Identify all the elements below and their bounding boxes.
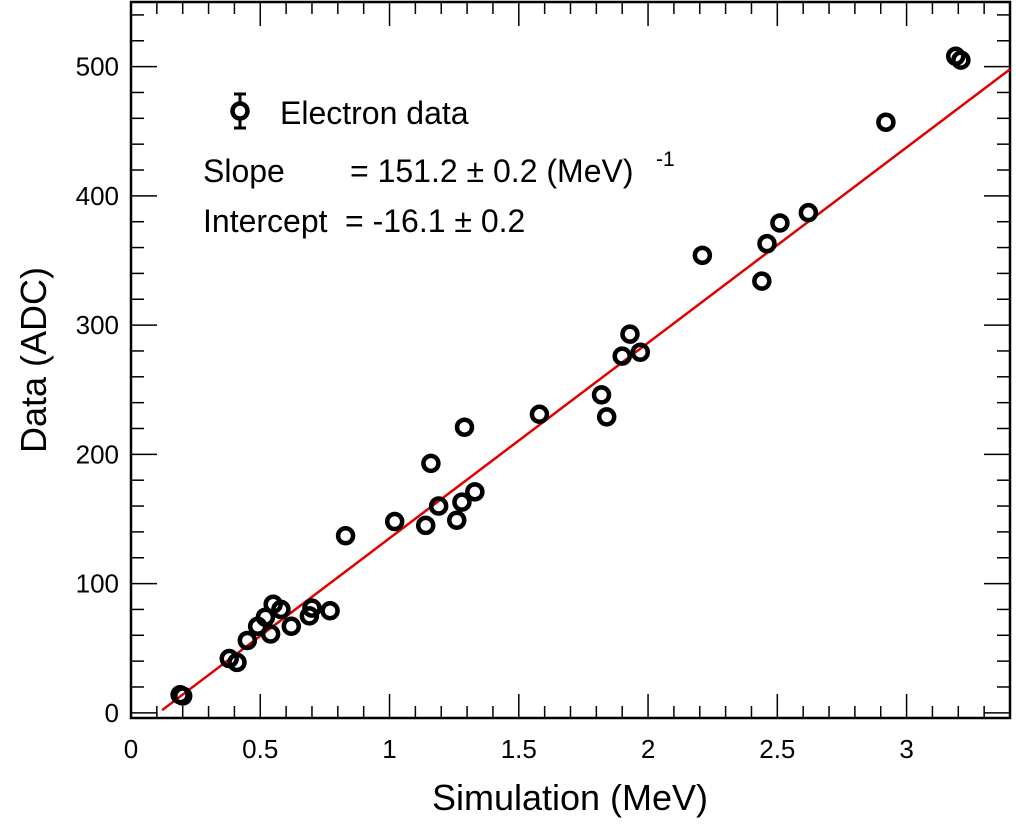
data-point	[798, 202, 819, 223]
data-point	[237, 630, 258, 651]
x-tick-label: 2.5	[759, 734, 795, 764]
data-point	[302, 598, 322, 618]
fit-line	[161, 68, 1011, 712]
data-point	[172, 686, 193, 706]
data-point	[612, 346, 632, 366]
legend-marker	[230, 92, 250, 130]
data-point	[335, 526, 356, 546]
y-tick-label: 100	[76, 569, 119, 599]
data-point	[770, 213, 790, 233]
slope-value: = 151.2 ± 0.2 (MeV)	[350, 153, 633, 189]
data-point	[384, 511, 405, 532]
intercept-value: = -16.1 ± 0.2	[345, 203, 525, 239]
data-point	[465, 482, 485, 502]
data-point	[227, 652, 247, 673]
data-point	[630, 342, 651, 362]
data-point	[260, 624, 281, 644]
data-point	[421, 453, 441, 474]
data-point	[757, 233, 777, 254]
axis-ticks: 0 0.5 1 1.5 2 2.5 3 0 100 200 300 400 500	[76, 2, 1011, 764]
y-tick-label: 400	[76, 181, 119, 211]
x-axis-label: Simulation (MeV)	[432, 777, 708, 818]
intercept-name: Intercept	[203, 203, 328, 239]
slope-exponent: -1	[656, 148, 675, 171]
data-points	[170, 46, 971, 706]
legend-label: Electron data	[280, 95, 469, 131]
legend: Electron data Slope = 151.2 ± 0.2 (MeV) …	[203, 92, 675, 239]
data-point	[620, 324, 640, 344]
data-point	[529, 404, 550, 425]
data-point	[951, 50, 971, 70]
y-tick-label: 200	[76, 439, 119, 469]
data-point	[752, 271, 772, 291]
data-point	[271, 599, 291, 620]
y-tick-label: 500	[76, 52, 119, 82]
x-tick-label: 3	[899, 734, 913, 764]
data-point	[591, 385, 612, 405]
x-tick-label: 0.5	[242, 734, 278, 764]
data-point	[876, 112, 896, 132]
x-tick-label: 1.5	[501, 734, 537, 764]
data-point	[320, 600, 340, 621]
x-tick-label: 1	[382, 734, 396, 764]
y-tick-label: 300	[76, 310, 119, 340]
data-point	[415, 515, 436, 536]
data-point	[452, 492, 472, 512]
y-tick-label: 0	[105, 698, 119, 728]
x-tick-label: 2	[641, 734, 655, 764]
data-point	[281, 616, 302, 636]
data-point	[692, 245, 713, 266]
data-point	[428, 496, 449, 516]
data-point	[446, 510, 467, 531]
x-tick-label: 0	[124, 734, 138, 764]
slope-name: Slope	[203, 153, 285, 189]
data-point	[454, 417, 475, 437]
y-axis-label: Data (ADC)	[13, 267, 54, 453]
fit-line-group	[161, 68, 1011, 712]
data-point	[596, 407, 617, 427]
